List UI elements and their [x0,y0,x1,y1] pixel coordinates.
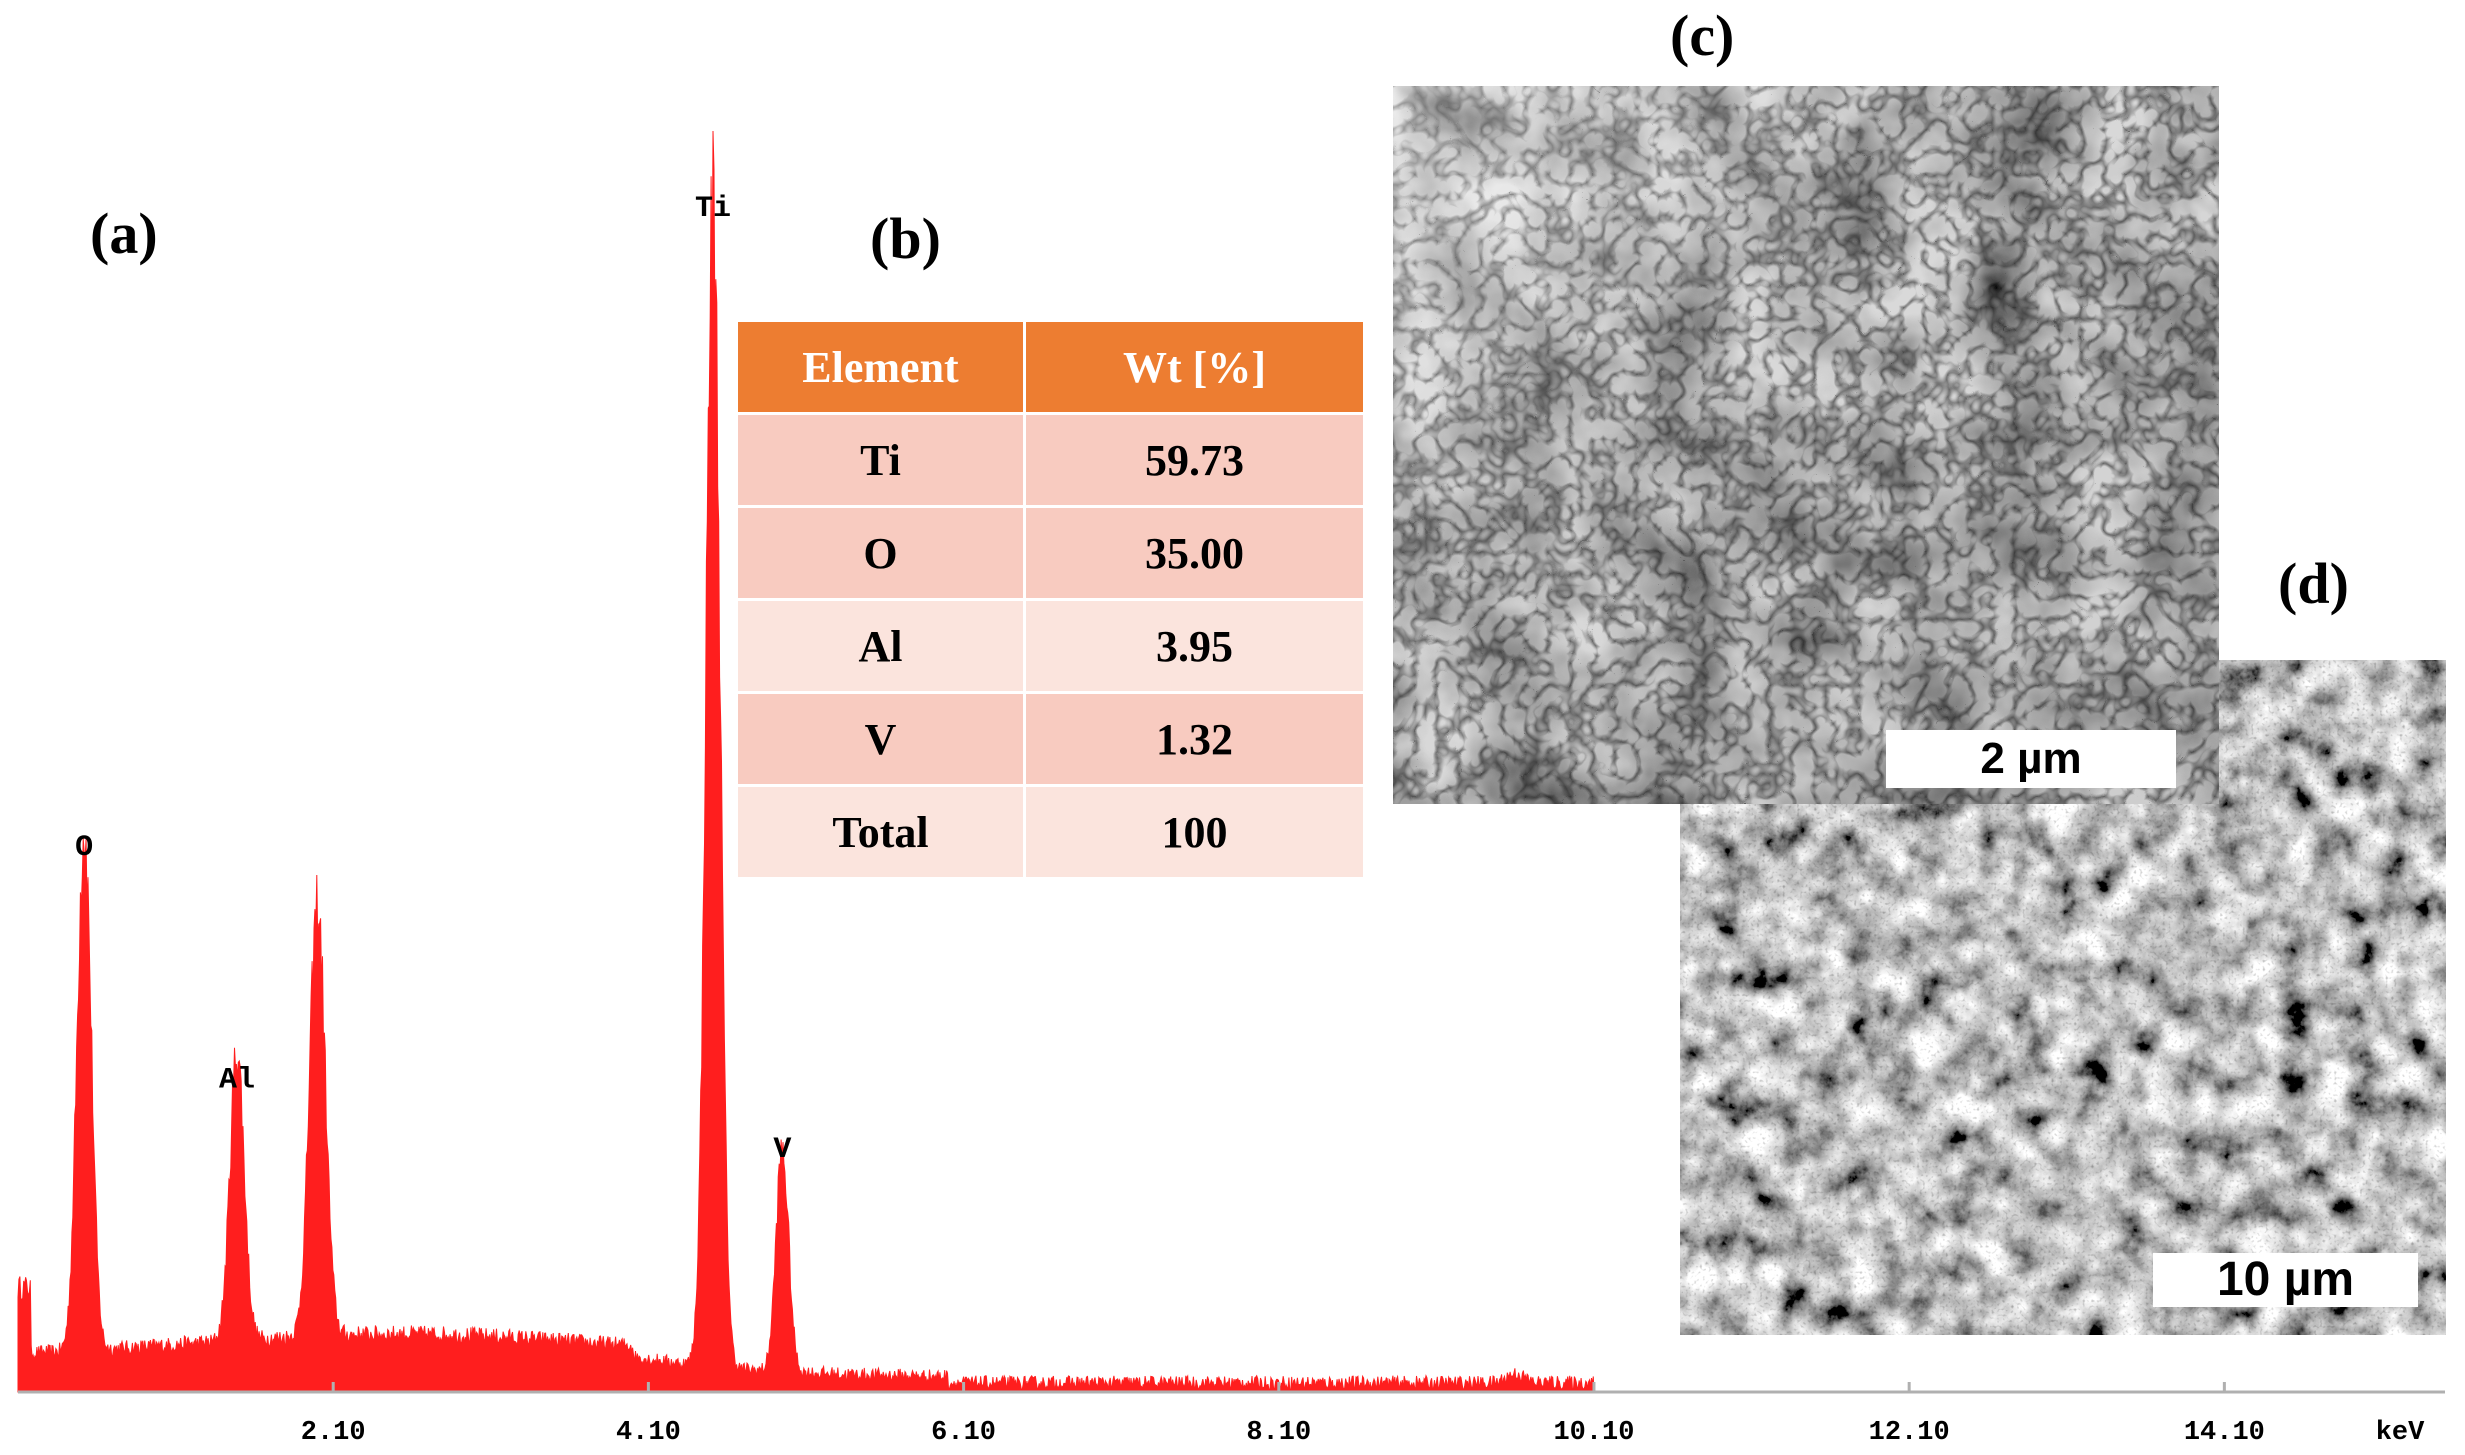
panel-label-b: (b) [870,206,941,271]
cell-weight: 100 [1026,787,1366,880]
x-tick-label: 10.10 [1553,1418,1634,1448]
x-tick-label: 6.10 [931,1418,996,1448]
table-row: Total 100 [738,787,1366,880]
peak-label-al: Al [219,1064,255,1098]
cell-weight: 59.73 [1026,415,1366,508]
cell-weight: 1.32 [1026,694,1366,787]
table-row: O 35.00 [738,508,1366,601]
spectrum-series [17,130,1595,1393]
table-row: Ti 59.73 [738,415,1366,508]
peak-label-ti: Ti [695,192,731,226]
cell-weight: 35.00 [1026,508,1366,601]
sem-image-c [1393,86,2219,804]
x-tick-label: 4.10 [616,1418,681,1448]
table-row: Al 3.95 [738,601,1366,694]
cell-element: Ti [738,415,1026,508]
cell-element: Al [738,601,1026,694]
header-element: Element [738,322,1026,415]
peak-label-v: V [773,1133,791,1167]
peak-label-o: O [75,831,93,865]
spectrum-area [17,130,1595,1393]
cell-element: V [738,694,1026,787]
header-weight-percent: Wt [%] [1026,322,1366,415]
cell-weight: 3.95 [1026,601,1366,694]
scale-bar-c: 2 µm [1886,730,2176,788]
table-header-row: Element Wt [%] [738,322,1366,415]
x-tick-label: 2.10 [301,1418,366,1448]
x-tick-label: 14.10 [2184,1418,2265,1448]
scale-bar-d: 10 µm [2153,1253,2418,1307]
cell-element: O [738,508,1026,601]
panel-label-a: (a) [90,201,158,266]
sem-image-d [1680,660,2446,1335]
x-tick-label: 8.10 [1246,1418,1311,1448]
composition-table: Element Wt [%] Ti 59.73 O 35.00 Al 3.95 … [738,322,1366,880]
table-row: V 1.32 [738,694,1366,787]
cell-element: Total [738,787,1026,880]
x-tick-label: 12.10 [1869,1418,1950,1448]
panel-label-d: (d) [2278,551,2349,616]
x-axis-unit-label: keV [2376,1418,2425,1448]
panel-label-c: (c) [1670,3,1735,68]
